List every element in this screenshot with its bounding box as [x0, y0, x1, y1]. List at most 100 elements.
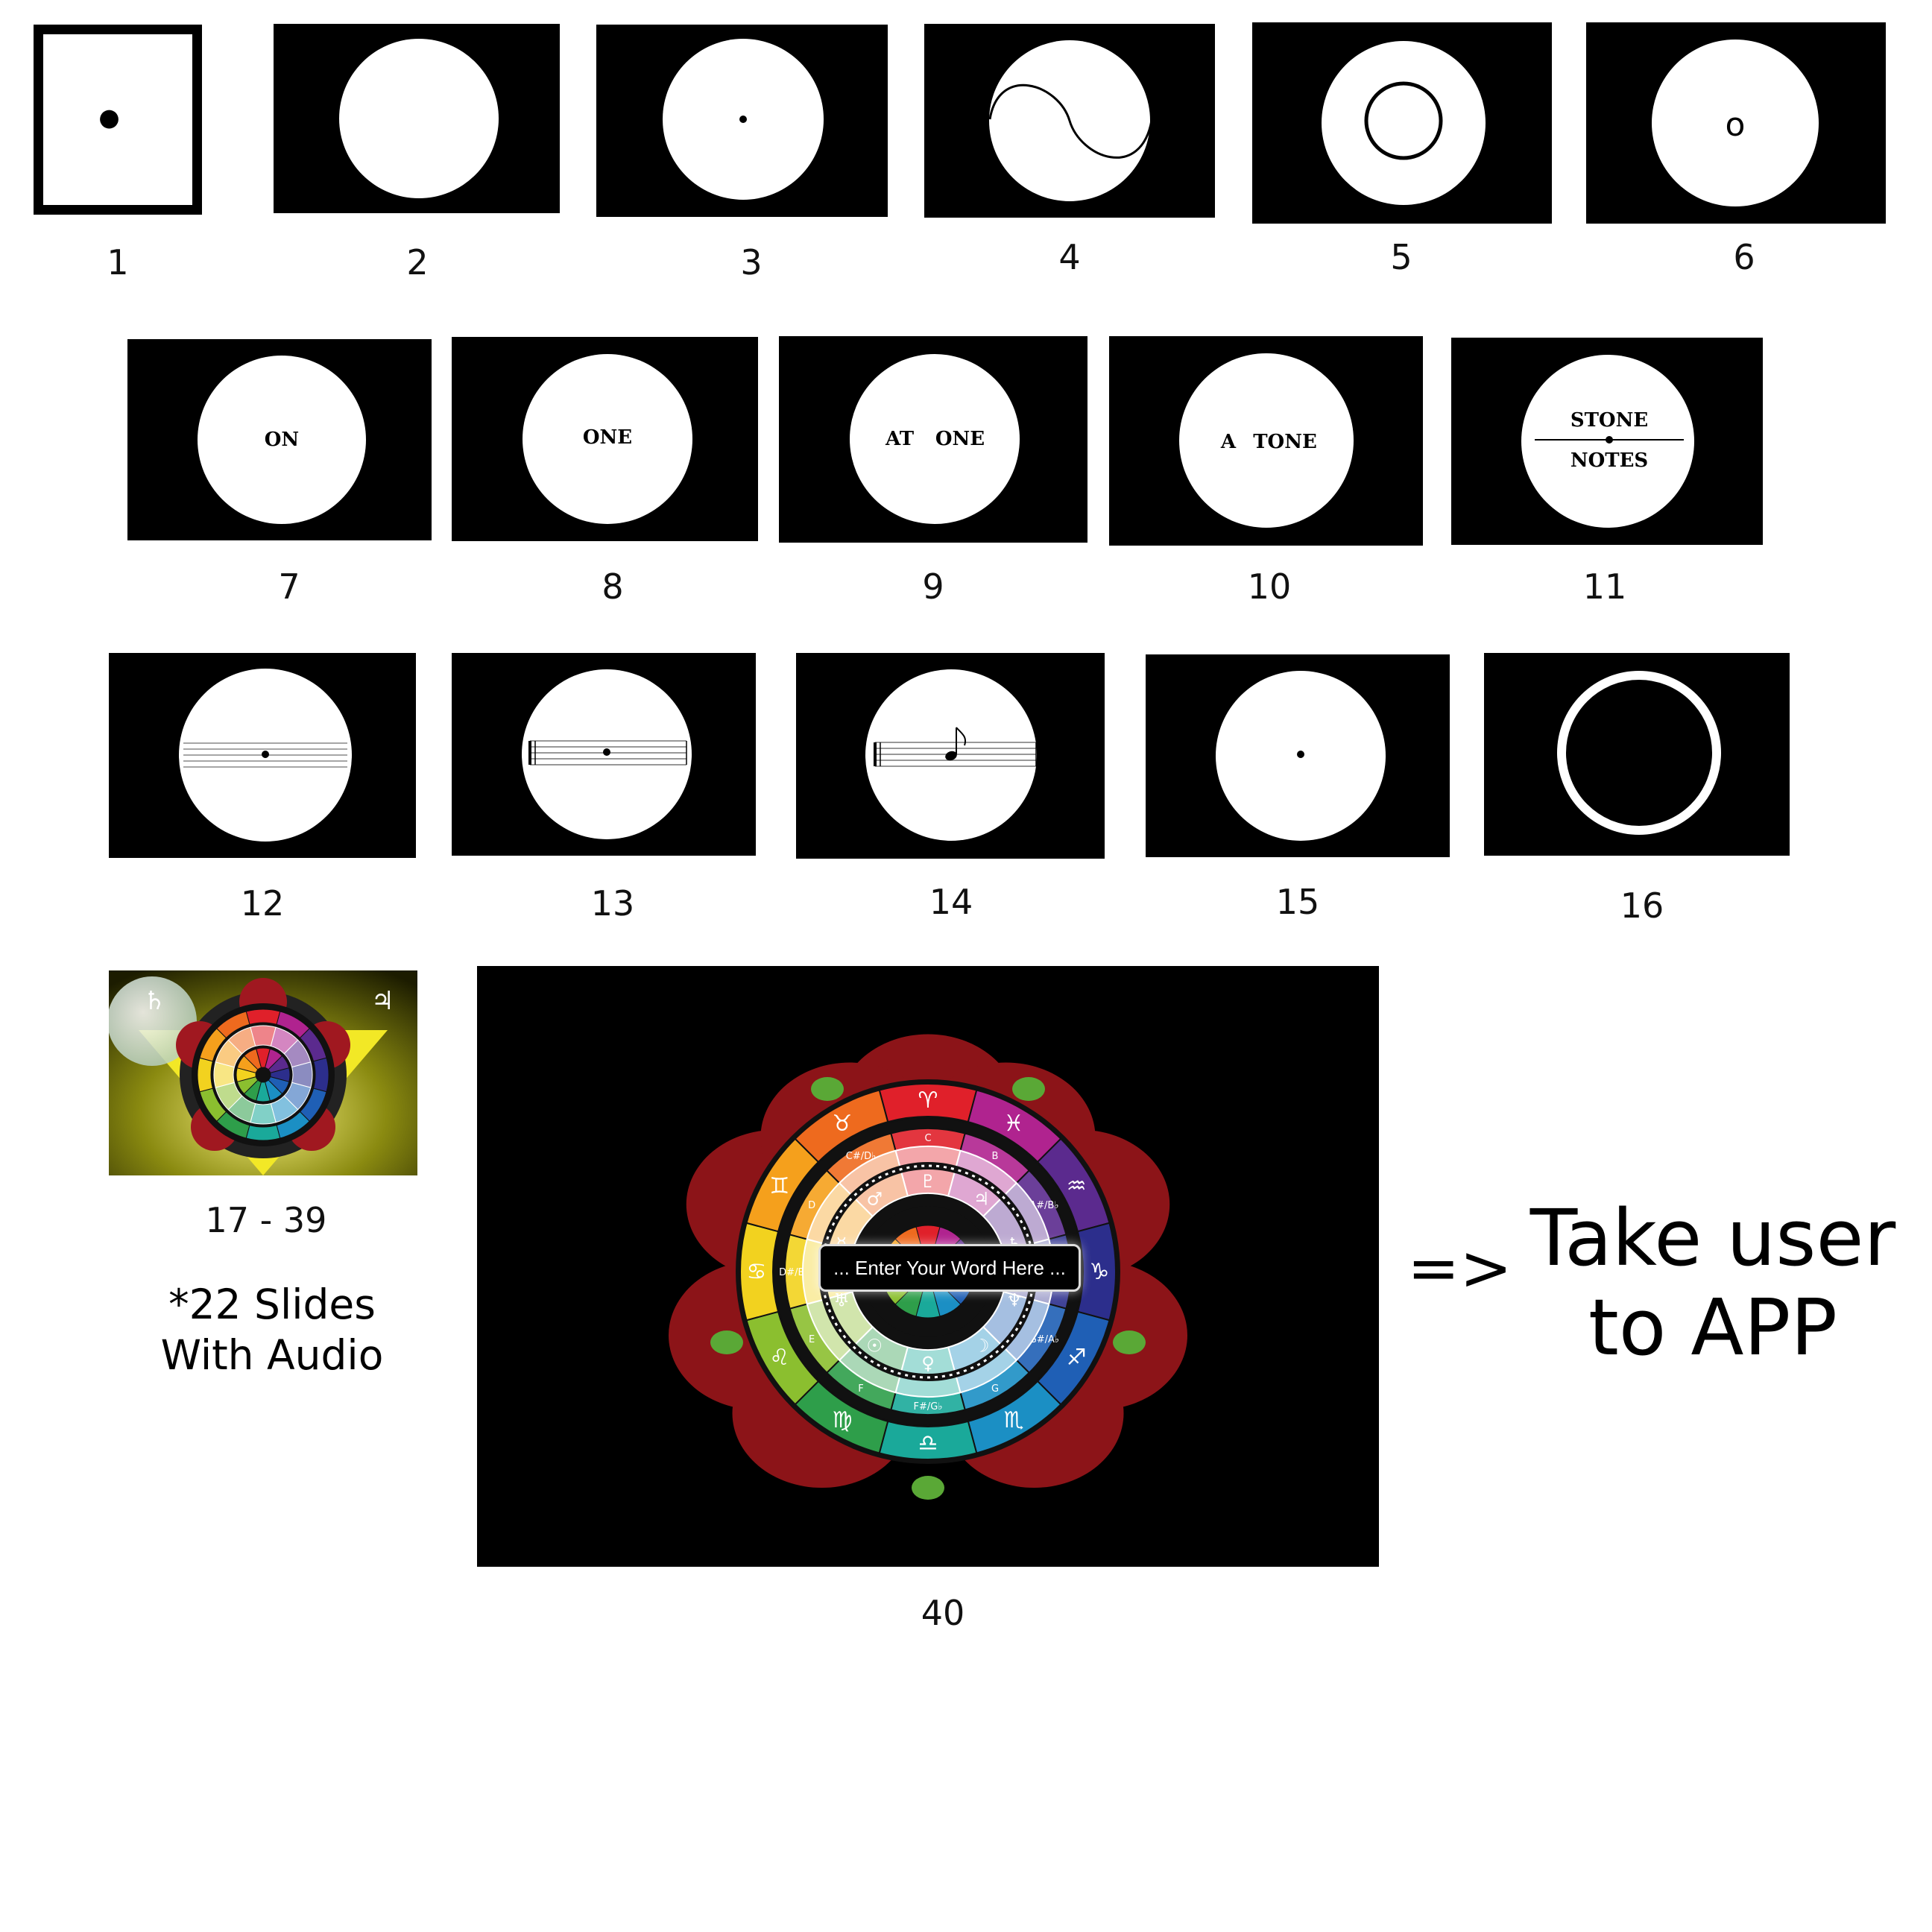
- arrow: =>: [1407, 1231, 1512, 1304]
- leaf: [912, 1476, 944, 1500]
- zodiac-glyph: ♑: [1090, 1259, 1110, 1285]
- slide-4: [924, 24, 1215, 218]
- center-dot: [262, 751, 269, 758]
- word-one: ONE: [583, 426, 632, 449]
- slideshow-range: 17 - 39: [205, 1200, 327, 1240]
- white-circle: [1652, 40, 1819, 206]
- white-circle: [339, 39, 499, 198]
- zodiac-glyph: ♎: [918, 1430, 938, 1456]
- slide-1: [34, 25, 202, 215]
- zodiac-rose-wheel: ♈♓♒♑♐♏♎♍♌♋♊♉CBA#/B♭AG#/A♭GF#/G♭FED#/E♭DC…: [669, 1034, 1187, 1500]
- center-dot: [739, 116, 747, 123]
- note-label: D: [808, 1200, 815, 1211]
- thumb-outer-segment: [245, 1008, 281, 1025]
- note-label: D#/E♭: [779, 1267, 809, 1278]
- slide-9: AT ONE: [779, 336, 1087, 543]
- white-circle: [1179, 353, 1354, 528]
- zodiac-glyph: ♍: [833, 1407, 853, 1433]
- slide-8: ONE: [452, 337, 758, 541]
- slide-number: 40: [921, 1593, 965, 1633]
- white-circle: [1322, 41, 1486, 205]
- leaves: [710, 1077, 1146, 1500]
- thumb-core-segment: [243, 1048, 262, 1070]
- word-at: AT: [885, 428, 915, 450]
- slide-number: 2: [406, 242, 429, 282]
- yin-yang-curve: [988, 83, 1153, 159]
- white-circle: [198, 356, 366, 524]
- white-ring: [1557, 671, 1721, 835]
- slide-number: 8: [602, 566, 624, 607]
- zodiac-glyph: ♐: [1067, 1345, 1087, 1371]
- glowing-orb: [109, 976, 197, 1066]
- word-notes: NOTES: [1570, 449, 1648, 472]
- thumb-outer-segment: [216, 1011, 250, 1039]
- zodiac-glyph: ♉: [833, 1111, 853, 1137]
- slide-number: 16: [1620, 886, 1664, 926]
- thumb-outer-segment: [245, 1125, 281, 1141]
- center-dot: [100, 110, 119, 129]
- slide-number: 1: [107, 242, 129, 282]
- zodiac-glyph: ♈: [918, 1087, 938, 1114]
- planet-glyph: ♃: [973, 1188, 990, 1209]
- slide-number: 9: [922, 566, 944, 607]
- planet-glyph: ☽: [973, 1336, 990, 1357]
- note-label: G#/A♭: [1029, 1334, 1059, 1345]
- word-a: A: [1220, 431, 1237, 453]
- app-slide-40: ♈♓♒♑♐♏♎♍♌♋♊♉CBA#/B♭AG#/A♭GF#/G♭FED#/E♭DC…: [477, 966, 1379, 1567]
- slide-number: 5: [1390, 237, 1412, 277]
- slide-3: [596, 25, 888, 217]
- leaf: [1012, 1077, 1045, 1101]
- planet-glyphs: ♇♃♄♆☽♀☉♅☿♂: [833, 1171, 1023, 1374]
- thumb-glyph-right: ♃: [371, 986, 394, 1016]
- slide-6: o: [1586, 22, 1886, 224]
- slideshow-note-line2: With Audio: [160, 1331, 384, 1379]
- note-label: E: [809, 1334, 815, 1345]
- word-input[interactable]: ... Enter Your Word Here ...: [818, 1244, 1081, 1292]
- word-on: ON: [265, 429, 299, 451]
- slide-number: 11: [1582, 566, 1627, 607]
- planet-glyph: ♆: [1006, 1290, 1023, 1311]
- slide-number: 4: [1058, 237, 1081, 277]
- thumb-color-wheel: [197, 1008, 329, 1141]
- center-dot: [603, 748, 610, 756]
- zodiac-ring: ♈ ♓ ♒ ♑ ♐ ♏ ♎ ♍ ♌ ♋ ♊ ♉: [739, 1083, 1117, 1460]
- planet-glyph: ☉: [867, 1336, 883, 1357]
- zodiac-segment: [794, 1089, 889, 1164]
- rose-black-ring: [192, 1003, 335, 1146]
- slide-number: 3: [740, 242, 763, 282]
- note-label: G: [991, 1383, 999, 1395]
- slide-7: ON: [127, 339, 432, 540]
- leaf: [710, 1330, 743, 1354]
- planet-glyph: ♂: [867, 1188, 883, 1209]
- leaf: [811, 1077, 844, 1101]
- slide-11: STONE NOTES: [1451, 338, 1763, 545]
- word-tone: TONE: [1253, 431, 1317, 453]
- zodiac-glyph: ♋: [747, 1259, 767, 1285]
- note-label: F#/G♭: [914, 1401, 943, 1412]
- zodiac-glyph: ♏: [1004, 1407, 1024, 1433]
- thumb-outer-segment: [313, 1057, 329, 1093]
- slide-number: 13: [590, 883, 635, 924]
- zodiac-glyph: ♊: [769, 1173, 789, 1199]
- slide-number: 7: [278, 566, 300, 607]
- slide-16: [1484, 653, 1790, 856]
- center-dot: [1606, 436, 1613, 443]
- slide-5: [1252, 22, 1552, 224]
- slide-number: 15: [1275, 882, 1320, 922]
- white-circle: [523, 354, 692, 524]
- planet-glyph: ♅: [833, 1290, 850, 1311]
- leaf: [1113, 1330, 1146, 1354]
- note-label: F: [858, 1383, 863, 1395]
- cta-line2: to APP: [1588, 1282, 1838, 1373]
- slideshow-thumbnail: ♄ ♃: [109, 970, 417, 1175]
- thumb-glyph-left: ♄: [143, 986, 165, 1016]
- center-dot: [1297, 751, 1304, 758]
- thumb-outer-segment: [197, 1057, 213, 1093]
- planet-glyph: ♇: [920, 1171, 936, 1192]
- slide-2: [274, 24, 560, 213]
- slide-number: 12: [240, 883, 285, 924]
- word-stone: STONE: [1570, 409, 1648, 432]
- zodiac-glyph: ♓: [1004, 1111, 1024, 1137]
- note-label: B: [992, 1151, 999, 1162]
- slide-number: 6: [1733, 237, 1755, 277]
